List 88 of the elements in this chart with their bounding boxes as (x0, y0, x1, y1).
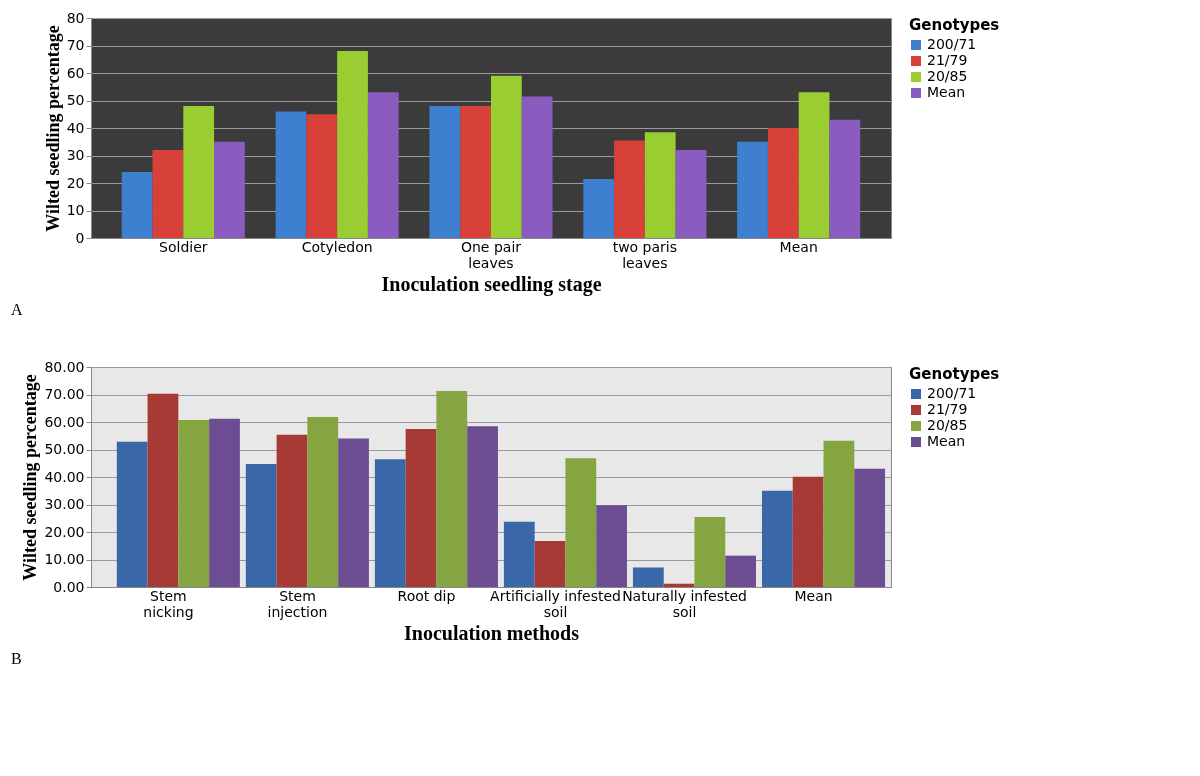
bar (147, 393, 179, 587)
x-tick-label: Artificially infested soil (490, 587, 621, 620)
x-tick-label: Mean (794, 587, 833, 604)
y-tick-label: 10 (66, 202, 85, 218)
x-axis-title: Inoculation seedling stage (381, 272, 602, 296)
bar (854, 468, 886, 587)
y-tick-label: 20 (66, 174, 85, 191)
bar (178, 420, 210, 587)
y-tick-label: 50 (66, 92, 85, 108)
legend-label: 200/71 (927, 385, 977, 401)
bar (337, 51, 368, 238)
bar (276, 434, 308, 587)
x-tick-label: Stem nicking (143, 587, 194, 620)
bar (565, 458, 597, 587)
legend-label: 21/79 (927, 52, 968, 68)
text: A (11, 301, 23, 318)
legend-label: 20/85 (927, 68, 968, 84)
bar (534, 541, 566, 587)
y-tick-label: 0.00 (53, 578, 85, 595)
y-axis-title: Wilted seedling percentage (42, 25, 63, 232)
y-tick-label: 60.00 (44, 413, 85, 430)
bar (429, 106, 461, 238)
bar (521, 96, 553, 238)
bar (767, 128, 799, 238)
y-tick-label: 70 (66, 37, 85, 53)
bar (275, 111, 307, 238)
y-tick-label: 40.00 (44, 468, 85, 485)
bar (694, 516, 726, 587)
bar (152, 150, 184, 238)
bar (491, 75, 522, 238)
bar (338, 438, 369, 587)
y-tick-label: 30.00 (44, 496, 85, 512)
y-tick-label: 30 (66, 147, 85, 163)
x-tick-label: Naturally infested soil (622, 587, 747, 620)
bar (245, 464, 277, 587)
bar (306, 114, 338, 238)
x-tick-label: Stem injection (267, 587, 328, 620)
bar (374, 459, 406, 587)
y-tick-label: 20.00 (44, 523, 85, 540)
x-tick-label: two paris leaves (612, 238, 678, 271)
bar (467, 426, 498, 587)
x-tick-label: Mean (779, 238, 818, 255)
bar (798, 92, 830, 238)
y-axis-title: Wilted seedling percentage (20, 374, 41, 581)
bar (829, 119, 861, 238)
bar (367, 92, 399, 238)
x-tick-label: Cotyledon (301, 238, 373, 255)
x-tick-label: Root dip (397, 587, 456, 604)
legend-label: Mean (927, 433, 966, 449)
bar (583, 178, 615, 238)
bar (405, 428, 437, 587)
y-tick-label: 80 (66, 9, 85, 26)
bar (214, 141, 245, 238)
legend-title: Genotypes (909, 365, 1000, 383)
bar (183, 106, 215, 238)
bar (823, 440, 855, 587)
y-tick-label: 80.00 (44, 358, 85, 375)
bar (436, 390, 468, 587)
x-tick-label: One pair leaves (460, 238, 522, 271)
bar (121, 172, 153, 238)
bar (725, 555, 757, 587)
bar (596, 505, 627, 587)
y-tick-label: 70.00 (44, 386, 85, 402)
y-tick-label: 10.00 (44, 551, 85, 567)
bar (792, 476, 824, 587)
legend-label: 21/79 (927, 401, 968, 417)
bar (460, 106, 491, 238)
legend-label: 200/71 (927, 36, 977, 52)
legend-label: Mean (927, 84, 966, 100)
bar (632, 567, 664, 587)
bar (737, 141, 768, 238)
text: B (11, 650, 22, 667)
bar (675, 150, 707, 238)
bar (644, 132, 676, 238)
legend-label: 20/85 (927, 417, 968, 433)
bar (614, 140, 645, 238)
bar (307, 417, 339, 587)
bar (761, 490, 793, 587)
bar (116, 441, 148, 587)
y-tick-label: 40 (66, 119, 85, 136)
bar (209, 418, 240, 587)
x-tick-label: Soldier (159, 238, 208, 255)
y-tick-label: 0 (75, 229, 85, 246)
legend-title: Genotypes (909, 16, 1000, 34)
x-axis-title: Inoculation methods (403, 621, 580, 644)
y-tick-label: 60 (66, 64, 85, 81)
y-tick-label: 50.00 (44, 441, 85, 457)
bar (503, 521, 535, 587)
